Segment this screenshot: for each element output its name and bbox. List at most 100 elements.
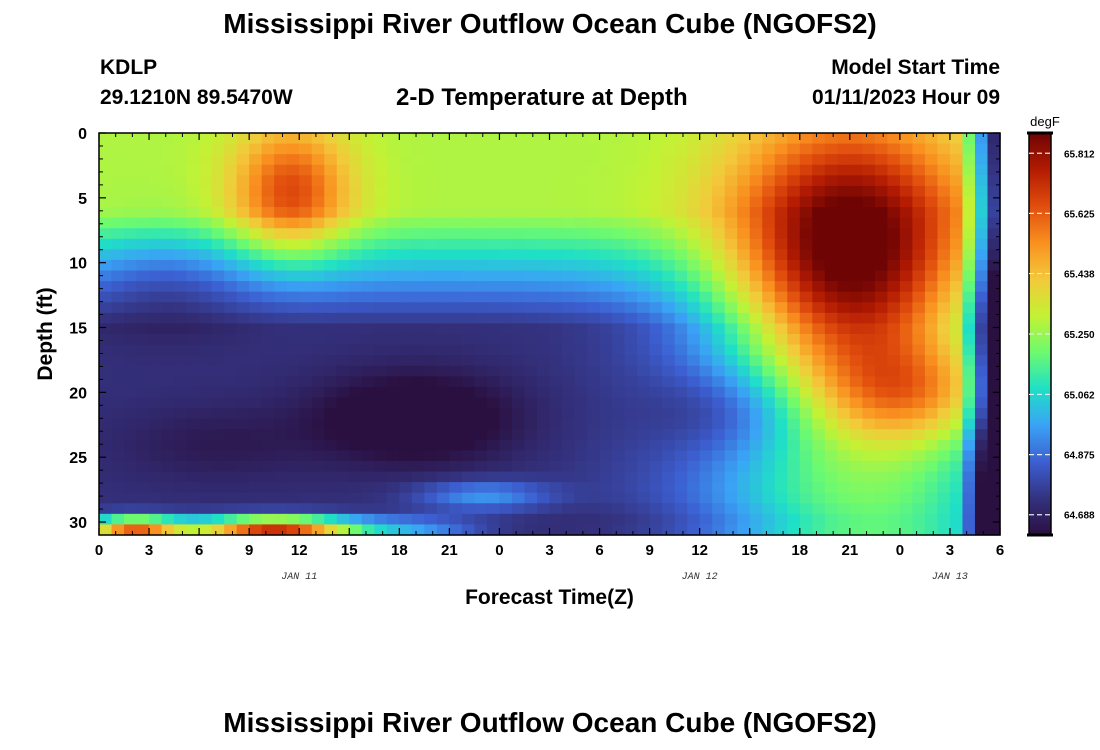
heatmap-cell [336,439,350,451]
heatmap-cell [799,185,813,198]
heatmap-cell [737,344,751,356]
heatmap-cell [612,259,626,272]
heatmap-cell [99,460,113,473]
heatmap-cell [912,439,926,451]
heatmap-cell [224,492,238,504]
heatmap-cell [249,323,263,335]
heatmap-cell [762,133,776,145]
heatmap-cell [136,376,150,388]
heatmap-cell [461,439,476,451]
heatmap-cell [637,376,651,388]
heatmap-cell [987,196,1001,208]
heatmap-cell [136,185,150,198]
heatmap-cell [799,312,813,325]
heatmap-cell [249,492,263,504]
heatmap-cell [424,217,438,229]
heatmap-cell [687,376,701,388]
heatmap-cell [374,164,388,176]
heatmap-cell [574,143,588,155]
heatmap-cell [862,228,876,240]
heatmap-cell [449,503,463,515]
heatmap-cell [299,429,313,441]
heatmap-cell [587,217,601,229]
heatmap-cell [324,524,338,536]
heatmap-cell [436,270,450,282]
heatmap-cell [436,207,450,219]
heatmap-cell [124,281,138,293]
heatmap-cell [874,185,888,198]
heatmap-cell [612,344,626,356]
heatmap-cell [374,249,388,261]
heatmap-cell [461,524,476,536]
heatmap-cell [361,450,375,462]
heatmap-cell [737,228,751,240]
heatmap-cell [399,196,413,208]
heatmap-cell [574,429,588,441]
heatmap-cell [411,471,425,483]
x-tick-label: 18 [391,542,408,559]
heatmap-cell [436,513,450,526]
heatmap-cell [161,503,175,515]
heatmap-cell [562,418,576,430]
heatmap-cell [111,238,125,250]
heatmap-cell [699,175,713,187]
heatmap-cell [286,175,300,187]
heatmap-cell [199,344,213,356]
heatmap-cell [486,408,501,420]
heatmap-cell [587,281,601,293]
heatmap-cell [774,386,788,399]
heatmap-cell [687,344,701,356]
heatmap-cell [99,397,113,409]
heatmap-cell [199,334,213,346]
heatmap-cell [224,302,238,314]
heatmap-cell [637,228,651,240]
heatmap-cell [349,249,363,261]
heatmap-cell [149,291,163,303]
heatmap-cell [649,323,663,335]
heatmap-cell [461,154,476,166]
heatmap-cell [299,249,313,261]
heatmap-cell [849,439,863,451]
heatmap-cell [274,196,288,208]
heatmap-cell [699,185,713,198]
heatmap-cell [424,355,438,367]
heatmap-cell [787,164,801,176]
heatmap-cell [799,418,813,430]
heatmap-cell [912,418,926,430]
heatmap-cell [274,365,288,377]
heatmap-cell [336,460,350,473]
heatmap-cell [224,355,238,367]
heatmap-cell [186,482,200,494]
heatmap-cell [849,302,863,314]
heatmap-cell [849,503,863,515]
heatmap-cell [499,302,513,314]
heatmap-cell [912,238,926,250]
heatmap-cell [174,302,188,314]
heatmap-cell [411,302,425,314]
heatmap-cell [862,164,876,176]
heatmap-cell [511,503,526,515]
heatmap-cell [136,291,150,303]
heatmap-cell [824,207,838,219]
heatmap-cell [749,460,763,473]
heatmap-cell [124,344,138,356]
heatmap-cell [436,418,450,430]
heatmap-cell [149,460,163,473]
heatmap-cell [524,249,538,261]
heatmap-cell [699,439,713,451]
heatmap-cell [762,291,776,303]
heatmap-cell [411,482,425,494]
heatmap-cell [299,196,313,208]
heatmap-cell [299,334,313,346]
heatmap-cell [549,439,563,451]
heatmap-cell [699,302,713,314]
heatmap-cell [161,492,175,504]
heatmap-cell [399,503,413,515]
heatmap-cell [649,408,663,420]
heatmap-cell [774,249,788,261]
heatmap-cell [787,344,801,356]
heatmap-cell [774,259,788,272]
heatmap-cell [499,334,513,346]
heatmap-cell [599,439,613,451]
heatmap-cell [774,492,788,504]
